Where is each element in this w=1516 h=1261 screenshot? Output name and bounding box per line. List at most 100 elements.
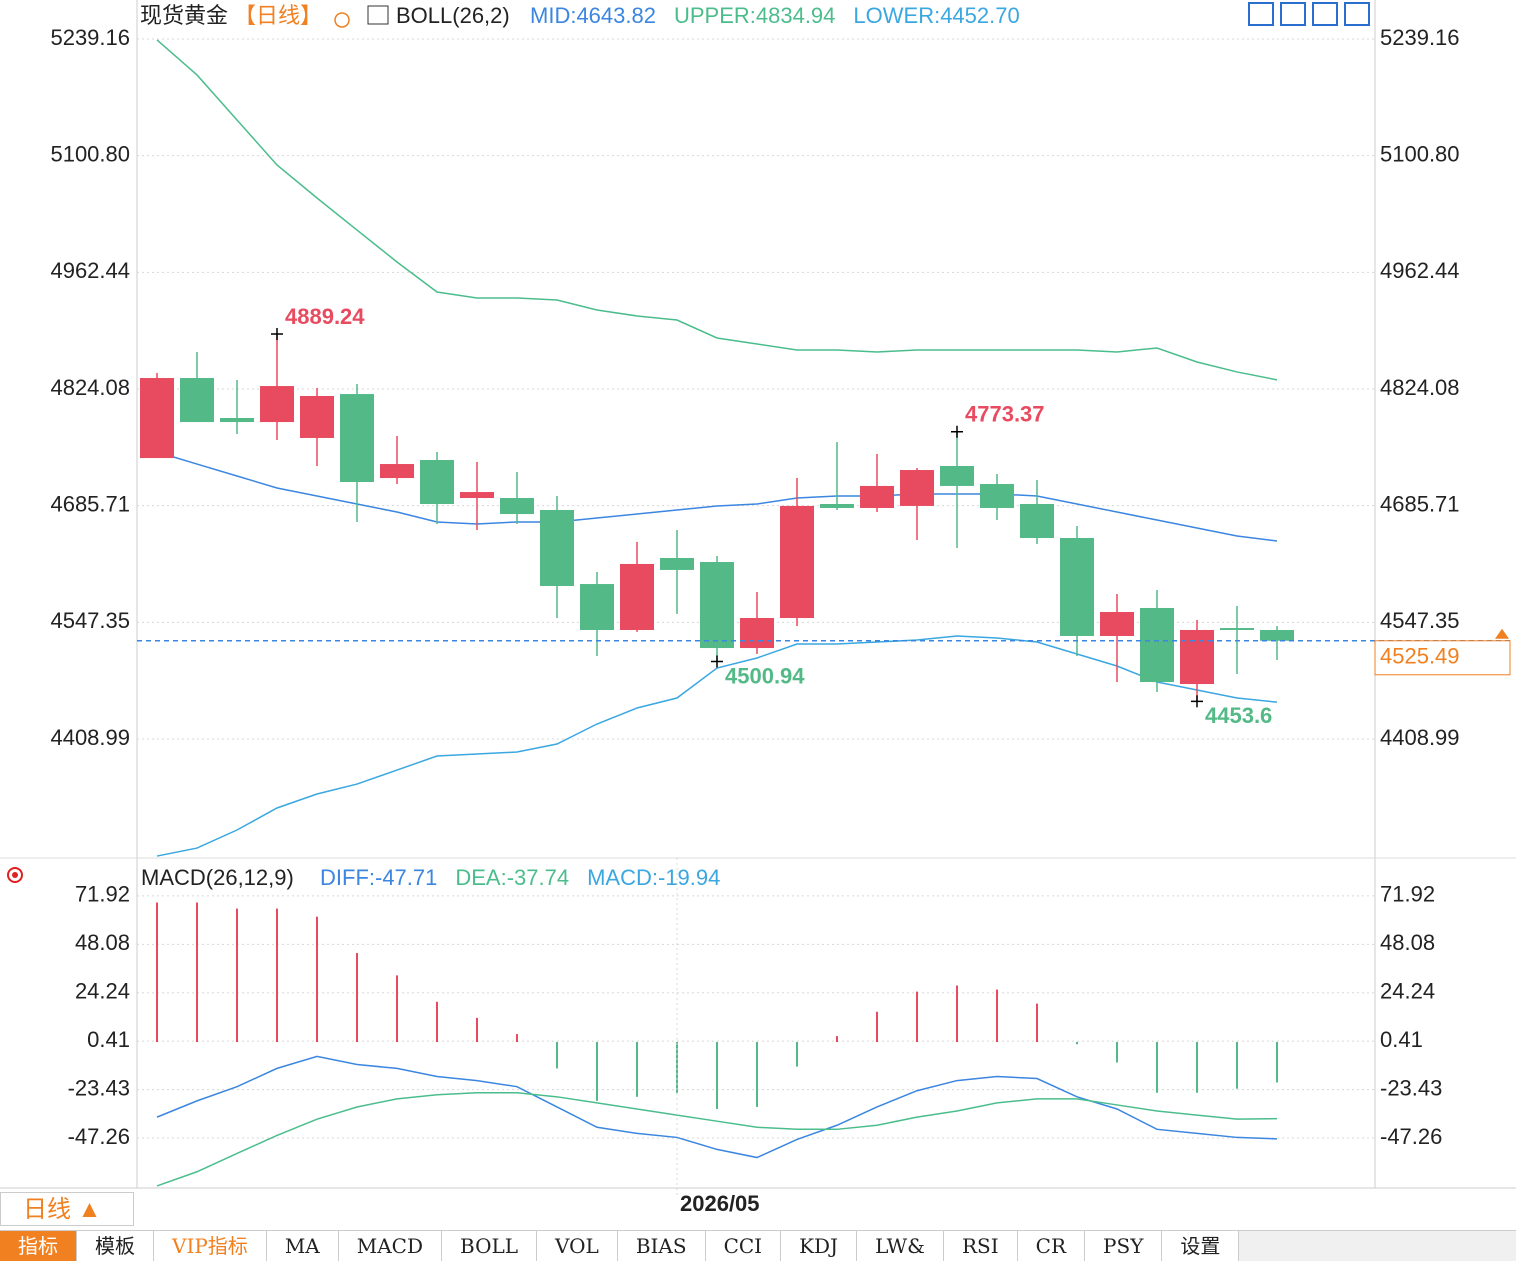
y-tick-label-right: 4962.44 — [1380, 258, 1460, 283]
x-tick-label: 2026/05 — [680, 1191, 760, 1216]
legend-entry: MID:4643.82 — [530, 3, 656, 28]
indicator-tab[interactable]: CCI — [705, 1231, 782, 1261]
candle-body — [1260, 629, 1294, 641]
candle-body — [220, 417, 254, 423]
candle-body — [740, 618, 774, 649]
legend-entry: DIFF:-47.71 — [320, 865, 437, 890]
period-label: 【日线】 — [234, 3, 322, 28]
candle-body — [1180, 629, 1214, 685]
candle-body — [1140, 607, 1174, 683]
icon[interactable] — [1248, 2, 1274, 26]
last-price-label: 4525.49 — [1380, 644, 1460, 669]
candle-body — [700, 562, 734, 649]
icon[interactable] — [1344, 2, 1370, 26]
candle-body — [340, 394, 374, 482]
y-tick-label: 5239.16 — [50, 25, 130, 50]
macd-icon — [7, 867, 23, 883]
candle-body — [540, 509, 574, 586]
y-tick-label-right: 4408.99 — [1380, 725, 1460, 750]
candle-body — [820, 504, 854, 508]
boll-icon — [367, 5, 389, 25]
candle-body — [500, 498, 534, 515]
y-tick-label-right: 4824.08 — [1380, 375, 1460, 400]
indicator-tab[interactable]: LW& — [857, 1231, 944, 1261]
indicator-tab[interactable]: MACD — [338, 1231, 442, 1261]
indicator-tab[interactable]: 模板 — [77, 1231, 154, 1261]
y-tick-label-right: 24.24 — [1380, 979, 1435, 1004]
background — [0, 0, 1516, 1230]
y-tick-label-right: -47.26 — [1380, 1124, 1442, 1149]
macd-icon-dot — [12, 872, 18, 878]
chart: 现货黄金 【日线】 BOLL(26,2) MACD(26,12,9) 5239.… — [0, 0, 1516, 1230]
y-tick-label-right: 4547.35 — [1380, 608, 1460, 633]
y-tick-label: 4547.35 — [50, 608, 130, 633]
candle-body — [140, 378, 174, 459]
candle-body — [1100, 612, 1134, 636]
indicator-tab[interactable]: VIP指标 — [154, 1231, 267, 1261]
legend-entry: UPPER:4834.94 — [674, 3, 835, 28]
y-tick-label-right: 5239.16 — [1380, 25, 1460, 50]
chart-title: 现货黄金 — [140, 3, 228, 28]
toolbar-icons[interactable] — [1248, 2, 1370, 26]
extreme-label: 4500.94 — [725, 663, 805, 688]
y-tick-label: 4685.71 — [50, 491, 130, 516]
indicator-tab[interactable]: RSI — [943, 1231, 1018, 1261]
candle-body — [660, 557, 694, 570]
candle-body — [260, 386, 294, 423]
extreme-label: 4453.6 — [1205, 703, 1272, 728]
candle-body — [300, 395, 334, 438]
indicator-tab[interactable]: 指标 — [0, 1231, 77, 1261]
indicator-line — [156, 635, 1278, 857]
y-tick-label: 4824.08 — [50, 375, 130, 400]
indicator-tab[interactable]: VOL — [537, 1231, 618, 1261]
indicator-tab[interactable]: KDJ — [781, 1231, 858, 1261]
icon[interactable] — [1280, 2, 1306, 26]
indicator-tab[interactable]: BIAS — [617, 1231, 706, 1261]
candle-body — [380, 464, 414, 479]
legend-entry: DEA:-37.74 — [455, 865, 569, 890]
icon[interactable] — [1312, 2, 1338, 26]
y-tick-label-right: 5100.80 — [1380, 141, 1460, 166]
candle-body — [980, 484, 1014, 508]
y-tick-label-right: 71.92 — [1380, 882, 1435, 907]
candle-body — [900, 470, 934, 506]
candle-body — [1020, 504, 1054, 538]
candle-body — [620, 563, 654, 630]
y-tick-label: 4408.99 — [50, 725, 130, 750]
indicator-tab[interactable]: CR — [1017, 1231, 1086, 1261]
indicator-tab[interactable]: 设置 — [1162, 1231, 1240, 1261]
extreme-marker — [271, 328, 283, 341]
period-button[interactable]: 日线 ▲ — [0, 1192, 134, 1226]
candle-body — [1060, 537, 1094, 636]
legend-entry: MACD:-19.94 — [587, 865, 720, 890]
candle-body — [420, 459, 454, 505]
y-tick-label-right: -23.43 — [1380, 1075, 1442, 1100]
candle-body — [1220, 628, 1254, 630]
extreme-label: 4773.37 — [965, 402, 1045, 427]
add-icon[interactable] — [334, 12, 350, 28]
y-tick-label: -47.26 — [68, 1124, 130, 1149]
last-price-box — [1374, 640, 1511, 676]
candle-body — [580, 584, 614, 630]
y-tick-label: -23.43 — [68, 1075, 130, 1100]
indicator-tab[interactable]: BOLL — [442, 1231, 538, 1261]
legend-entry: LOWER:4452.70 — [853, 3, 1019, 28]
indicator-tab[interactable]: PSY — [1085, 1231, 1163, 1261]
candle-body — [780, 505, 814, 619]
y-tick-label-right: 0.41 — [1380, 1027, 1423, 1052]
indicator-line — [156, 1092, 1278, 1187]
y-tick-label: 71.92 — [75, 882, 130, 907]
extreme-marker — [1191, 695, 1203, 708]
candle-body — [940, 465, 974, 486]
indicator-line — [156, 39, 1278, 381]
y-tick-label-right: 48.08 — [1380, 930, 1435, 955]
macd-title: MACD(26,12,9) — [141, 865, 294, 890]
last-price-arrow — [1495, 628, 1509, 639]
candle-body — [180, 378, 214, 423]
indicator-tab[interactable]: MA — [266, 1231, 339, 1261]
extreme-label: 4889.24 — [285, 304, 365, 329]
indicator-label: BOLL(26,2) — [396, 3, 510, 28]
y-tick-label: 0.41 — [87, 1027, 130, 1052]
y-tick-label-right: 4685.71 — [1380, 491, 1460, 516]
